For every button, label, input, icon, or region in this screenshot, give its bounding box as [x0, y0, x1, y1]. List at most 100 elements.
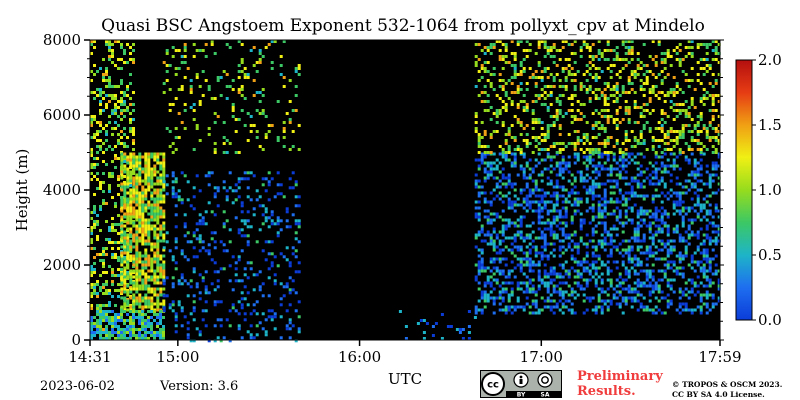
heatmap-cell [570, 73, 574, 76]
heatmap-cell [627, 290, 631, 294]
heatmap-cell [171, 151, 175, 154]
heatmap-cell [591, 91, 595, 94]
heatmap-cell [111, 127, 114, 130]
heatmap-cell [126, 337, 129, 340]
heatmap-cell [156, 227, 160, 231]
heatmap-cell [522, 155, 526, 159]
heatmap-cell [120, 118, 123, 121]
heatmap-cell [681, 109, 685, 112]
heatmap-cell [678, 182, 682, 186]
heatmap-cell [135, 302, 139, 306]
heatmap-cell [696, 215, 700, 219]
heatmap-cell [525, 263, 529, 267]
heatmap-cell [222, 243, 226, 247]
heatmap-cell [576, 139, 580, 142]
heatmap-cell [168, 130, 172, 133]
heatmap-cell [705, 257, 709, 261]
heatmap-cell [237, 91, 241, 94]
heatmap-cell [531, 170, 535, 174]
heatmap-cell [222, 180, 226, 184]
y-tick-label: 6000 [43, 106, 81, 124]
heatmap-cell [123, 334, 126, 337]
heatmap-cell [480, 230, 484, 234]
heatmap-cell [144, 287, 148, 291]
heatmap-cell [591, 179, 595, 183]
heatmap-cell [135, 227, 139, 231]
heatmap-cell [111, 319, 114, 322]
heatmap-cell [297, 330, 301, 334]
heatmap-cell [153, 242, 157, 246]
heatmap-cell [594, 94, 598, 97]
heatmap-cell [564, 212, 568, 216]
heatmap-cell [597, 148, 601, 151]
heatmap-cell [90, 322, 93, 325]
heatmap-cell [522, 200, 526, 204]
heatmap-cell [501, 308, 505, 312]
heatmap-cell [582, 43, 586, 46]
heatmap-cell [600, 127, 604, 130]
heatmap-cell [675, 203, 679, 207]
heatmap-cell [126, 325, 129, 328]
heatmap-cell [276, 183, 280, 187]
heatmap-cell [150, 203, 154, 207]
heatmap-cell [543, 194, 547, 198]
heatmap-cell [474, 206, 478, 210]
heatmap-cell [249, 130, 253, 133]
heatmap-cell [114, 316, 117, 319]
heatmap-cell [591, 76, 595, 79]
heatmap-cell [636, 194, 640, 198]
heatmap-cell [537, 227, 541, 231]
heatmap-cell [102, 271, 105, 274]
heatmap-cell [714, 82, 718, 85]
heatmap-cell [123, 310, 126, 313]
heatmap-cell [597, 200, 601, 204]
heatmap-cell [705, 200, 709, 204]
heatmap-cell [105, 328, 108, 331]
heatmap-cell [555, 272, 559, 276]
heatmap-cell [141, 305, 145, 309]
y-tick-label: 8000 [43, 31, 81, 49]
heatmap-cell [648, 112, 652, 115]
heatmap-cell [633, 139, 637, 142]
heatmap-cell [258, 61, 262, 64]
heatmap-cell [513, 58, 517, 61]
heatmap-cell [231, 255, 235, 259]
heatmap-cell [672, 91, 676, 94]
heatmap-cell [525, 290, 529, 294]
heatmap-cell [150, 242, 154, 246]
heatmap-cell [294, 222, 298, 226]
heatmap-cell [549, 46, 553, 49]
heatmap-cell [687, 188, 691, 192]
heatmap-cell [630, 73, 634, 76]
heatmap-cell [570, 233, 574, 237]
heatmap-cell [690, 170, 694, 174]
heatmap-cell [213, 192, 217, 196]
heatmap-cell [159, 263, 163, 267]
heatmap-cell [678, 239, 682, 243]
heatmap-cell [246, 112, 250, 115]
heatmap-cell [126, 236, 130, 240]
heatmap-cell [195, 282, 199, 286]
heatmap-cell [483, 91, 487, 94]
heatmap-cell [585, 155, 589, 159]
heatmap-cell [696, 212, 700, 216]
heatmap-cell [198, 213, 202, 217]
heatmap-cell [504, 46, 508, 49]
heatmap-cell [528, 191, 532, 195]
heatmap-cell [588, 46, 592, 49]
heatmap-cell [525, 251, 529, 255]
heatmap-cell [537, 284, 541, 288]
heatmap-cell [546, 155, 550, 159]
heatmap-cell [111, 94, 114, 97]
heatmap-cell [153, 302, 157, 306]
heatmap-cell [681, 124, 685, 127]
heatmap-cell [618, 170, 622, 174]
heatmap-cell [159, 337, 162, 340]
heatmap-cell [141, 218, 145, 222]
heatmap-cell [135, 191, 139, 195]
heatmap-cell [711, 136, 715, 139]
heatmap-cell [288, 336, 292, 340]
heatmap-cell [558, 142, 562, 145]
heatmap-cell [135, 242, 139, 246]
heatmap-cell [246, 225, 250, 229]
